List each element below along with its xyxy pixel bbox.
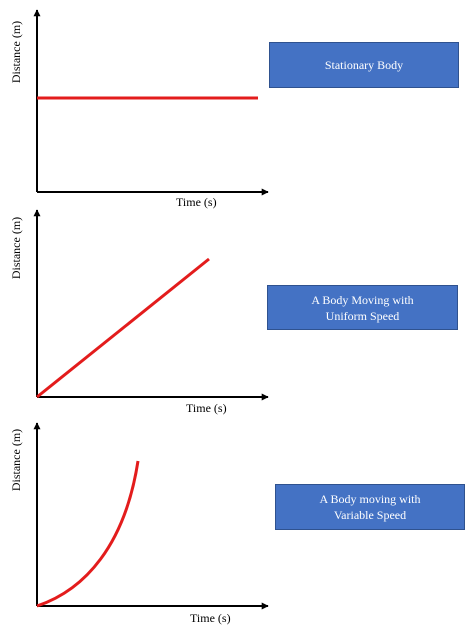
y-axis-label: Distance (m) <box>9 429 23 491</box>
y-axis-label: Distance (m) <box>9 21 23 83</box>
y-axis-label: Distance (m) <box>9 217 23 279</box>
x-axis-label: Time (s) <box>190 611 231 625</box>
label-text: A Body moving with Variable Speed <box>319 491 420 523</box>
label-text: Stationary Body <box>324 58 404 72</box>
graph-uniform-speed: Distance (m) Time (s) <box>9 209 269 415</box>
label-line-1: A Body moving with <box>319 492 421 506</box>
label-line-1: A Body Moving with <box>311 292 414 307</box>
label-text: A Body Moving with Uniform Speed <box>311 292 413 324</box>
label-box-uniform-speed: A Body Moving with Uniform Speed <box>267 285 458 330</box>
label-line-2: Uniform Speed <box>325 308 400 323</box>
graph-variable-speed: Distance (m) Time (s) <box>9 422 269 625</box>
label-box-stationary: Stationary Body <box>269 42 459 88</box>
graph-stationary: Distance (m) Time (s) <box>9 9 269 209</box>
label-line-2: Variable Speed <box>333 508 407 522</box>
distance-time-curve <box>36 460 140 608</box>
distance-time-line <box>36 257 210 399</box>
label-box-variable-speed: A Body moving with Variable Speed <box>275 484 465 530</box>
x-axis-label: Time (s) <box>186 401 227 415</box>
x-axis-label: Time (s) <box>176 195 217 209</box>
